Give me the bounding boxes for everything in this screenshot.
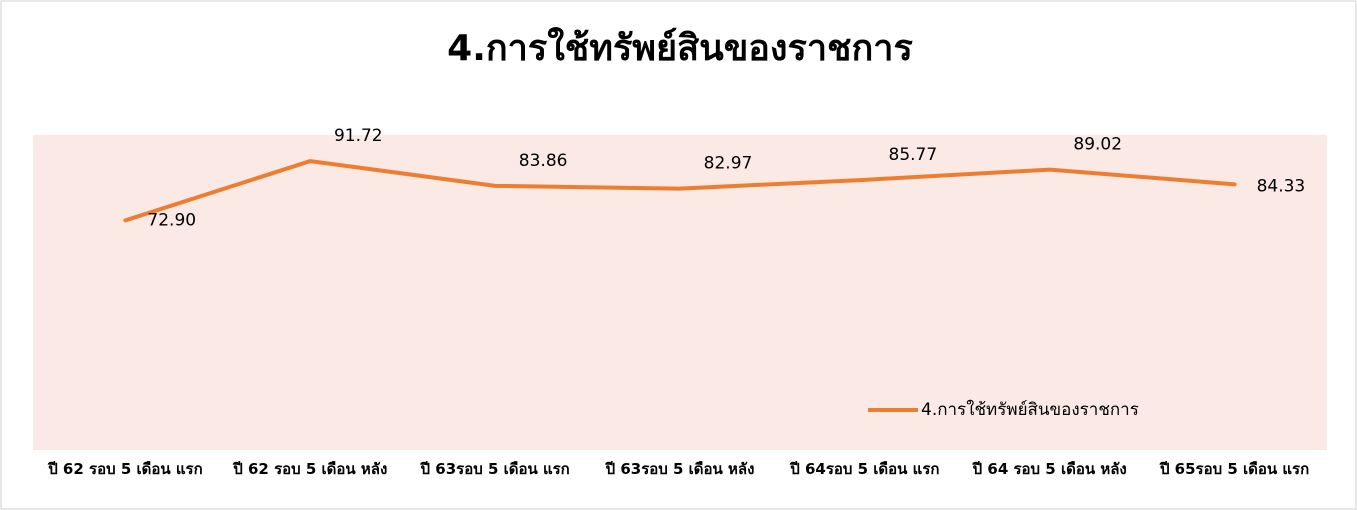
legend-label: 4.การใช้ทรัพย์สินของราชการ — [921, 399, 1139, 420]
data-line — [123, 159, 1237, 223]
data-label: 91.72 — [334, 126, 383, 146]
x-tick-label: ปี 64 รอบ 5 เดือน หลัง — [972, 460, 1127, 478]
x-tick-label: ปี 63รอบ 5 เดือน หลัง — [605, 460, 755, 478]
x-tick-label: ปี 65รอบ 5 เดือน แรก — [1159, 460, 1310, 478]
data-label: 89.02 — [1073, 135, 1122, 155]
x-tick-label: ปี 62 รอบ 5 เดือน แรก — [48, 460, 203, 478]
data-label: 82.97 — [704, 154, 753, 174]
data-label: 83.86 — [519, 151, 568, 171]
x-tick-label: ปี 62 รอบ 5 เดือน หลัง — [233, 460, 388, 478]
data-label: 85.77 — [889, 145, 938, 165]
x-tick-label: ปี 64รอบ 5 เดือน แรก — [790, 460, 940, 478]
data-label: 84.33 — [1257, 176, 1306, 196]
chart-title: 4.การใช้ทรัพย์สินของราชการ — [447, 26, 913, 69]
data-label: 72.90 — [147, 210, 196, 230]
x-tick-label: ปี 63รอบ 5 เดือน แรก — [420, 460, 570, 478]
